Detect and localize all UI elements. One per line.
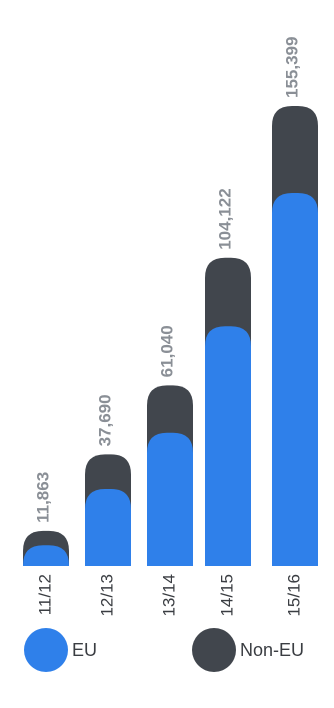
bar-eu (147, 432, 193, 566)
legend-label-eu: EU (72, 639, 98, 660)
total-label: 11,863 (33, 472, 52, 523)
category-tick-label: 12/13 (97, 574, 116, 617)
total-label: 104,122 (215, 188, 234, 249)
bar-eu (85, 489, 131, 566)
bar-group-0: 11,863 11/12 (23, 472, 69, 615)
total-label: 155,399 (282, 37, 301, 98)
legend-item-eu: EU (24, 628, 97, 672)
bar-group-4: 155,399 15/16 (272, 37, 318, 617)
category-tick-label: 14/15 (217, 574, 236, 617)
category-tick-label: 11/12 (35, 574, 54, 615)
total-label: 61,040 (157, 325, 176, 377)
total-label: 37,690 (95, 394, 114, 446)
bar-group-2: 61,040 13/14 (147, 325, 193, 617)
legend-swatch-non-eu (192, 628, 236, 672)
bar-group-3: 104,122 14/15 (205, 188, 251, 617)
legend: EU Non-EU (0, 628, 334, 672)
bar-group-1: 37,690 12/13 (85, 394, 131, 617)
category-tick-label: 15/16 (284, 574, 303, 617)
legend-swatch-eu (24, 628, 68, 672)
category-tick-label: 13/14 (159, 574, 178, 617)
bar-eu (272, 193, 318, 566)
legend-label-non-eu: Non-EU (240, 639, 305, 660)
legend-item-non-eu: Non-EU (192, 628, 304, 672)
bar-eu (23, 545, 69, 566)
bar-eu (205, 326, 251, 566)
